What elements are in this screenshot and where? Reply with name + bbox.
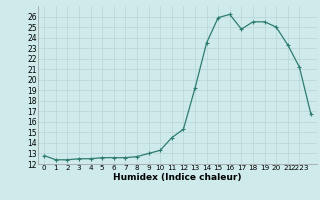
- X-axis label: Humidex (Indice chaleur): Humidex (Indice chaleur): [113, 173, 242, 182]
